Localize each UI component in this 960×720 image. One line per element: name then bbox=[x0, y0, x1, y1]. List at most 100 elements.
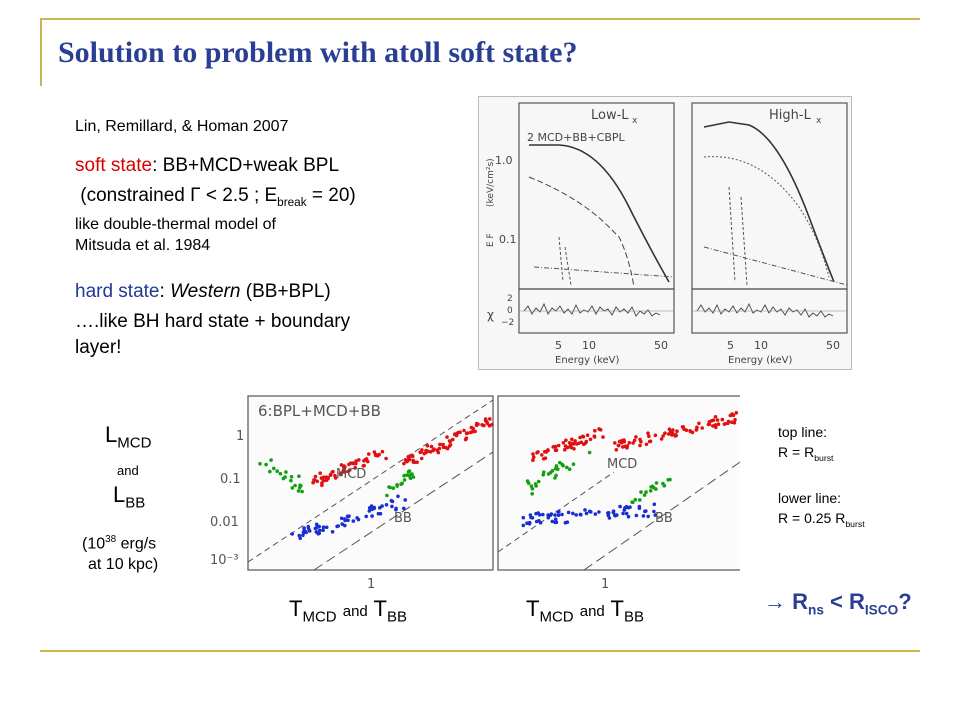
spectra-high-frame bbox=[691, 102, 848, 290]
spectra-x-tick-10-low: 10 bbox=[582, 339, 596, 352]
scatter-point bbox=[611, 509, 616, 513]
scatter-point bbox=[549, 512, 554, 516]
scatter-point bbox=[526, 481, 531, 485]
legend-top-eq: R = Rburst bbox=[778, 444, 834, 463]
lum-units-line2: at 10 kpc) bbox=[88, 556, 159, 573]
scatter-point bbox=[450, 437, 455, 442]
scatter-point bbox=[298, 536, 302, 541]
hard-state-line: hard state: Western (BB+BPL) bbox=[75, 281, 331, 302]
scatter-point bbox=[561, 463, 565, 468]
scatter-point bbox=[644, 442, 649, 447]
scatter-point bbox=[648, 489, 653, 493]
scatter-point bbox=[541, 473, 545, 477]
scatter-point bbox=[617, 439, 622, 444]
scatter-point bbox=[711, 418, 716, 422]
scatter-point bbox=[476, 422, 480, 426]
scatter-points bbox=[258, 411, 739, 541]
spectra-x-tick-5-low: 5 bbox=[555, 339, 562, 352]
scatter-point bbox=[307, 529, 312, 533]
scatter-point bbox=[318, 471, 322, 475]
scatter-point bbox=[402, 473, 406, 478]
high-bpl-component bbox=[703, 246, 848, 286]
soft-state-constraint: (constrained Γ < 2.5 ; Ebreak = 20) bbox=[75, 185, 356, 209]
scatter-point bbox=[614, 448, 619, 452]
scatter-point bbox=[646, 431, 650, 435]
scatter-bb-label-left: BB bbox=[394, 511, 412, 526]
scatter-point bbox=[521, 515, 526, 520]
scatter-point bbox=[321, 525, 326, 529]
scatter-point bbox=[713, 415, 718, 419]
scatter-point bbox=[272, 466, 276, 471]
scatter-point bbox=[315, 479, 319, 484]
scatter-point bbox=[575, 442, 579, 446]
scatter-point bbox=[654, 487, 658, 491]
scatter-point bbox=[346, 518, 350, 522]
scatter-point bbox=[638, 443, 642, 448]
scatter-point bbox=[278, 471, 283, 476]
soft-state-model: : BB+MCD+weak BPL bbox=[152, 155, 340, 176]
lbb-label: LBB bbox=[113, 482, 146, 512]
spectra-svg: Low-L x High-L x 2 MCD+BB+CBPL E F (keV/… bbox=[486, 102, 848, 366]
scatter-point bbox=[297, 474, 301, 478]
top-rule bbox=[40, 18, 920, 20]
scatter-point bbox=[390, 499, 395, 504]
scatter-point bbox=[572, 447, 576, 451]
soft-state-note-1: like double-thermal model of bbox=[75, 216, 276, 233]
scatter-point bbox=[438, 442, 442, 447]
scatter-point bbox=[372, 450, 377, 454]
high-lx-sub: x bbox=[816, 116, 822, 126]
scatter-left-frame bbox=[247, 395, 494, 571]
scatter-point bbox=[565, 520, 570, 524]
scatter-point bbox=[378, 506, 382, 510]
scatter-point bbox=[622, 439, 627, 444]
scatter-point bbox=[317, 531, 321, 536]
scatter-point bbox=[483, 418, 488, 423]
scatter-point bbox=[637, 504, 642, 509]
scatter-point bbox=[530, 516, 535, 520]
resid-tick-2: 0 bbox=[507, 306, 513, 316]
scatter-point bbox=[571, 511, 575, 516]
scatter-x-tick-left: 1 bbox=[367, 577, 375, 592]
caption-right: TMCD and TBB bbox=[526, 596, 644, 626]
scatter-point bbox=[341, 468, 346, 472]
soft-state-label: soft state bbox=[75, 155, 153, 176]
scatter-point bbox=[314, 522, 319, 527]
scatter-point bbox=[298, 483, 302, 488]
conclusion: → Rns < RISCO? bbox=[764, 589, 912, 618]
scatter-point bbox=[667, 427, 672, 431]
scatter-point bbox=[488, 417, 492, 421]
scatter-point bbox=[311, 480, 315, 485]
scatter-point bbox=[351, 461, 356, 466]
scatter-point bbox=[336, 524, 340, 528]
high-lx-label: High-L bbox=[769, 108, 812, 123]
scatter-point bbox=[593, 512, 598, 516]
scatter-point bbox=[357, 458, 361, 462]
scatter-point bbox=[431, 448, 435, 453]
scatter-point bbox=[585, 433, 590, 437]
low-mcd-component bbox=[528, 176, 635, 288]
spectra-y-units: (keV/cm²s) bbox=[486, 158, 496, 207]
scatter-point bbox=[385, 493, 389, 498]
scatter-panel-label: 6:BPL+MCD+BB bbox=[258, 402, 381, 420]
scatter-point bbox=[646, 514, 650, 519]
scatter-point bbox=[370, 514, 374, 518]
scatter-y-tick-4: 10⁻³ bbox=[210, 553, 239, 568]
scatter-point bbox=[553, 466, 558, 471]
scatter-point bbox=[534, 484, 538, 488]
scatter-point bbox=[556, 513, 561, 517]
scatter-point bbox=[733, 418, 737, 422]
scatter-point bbox=[289, 478, 293, 483]
scatter-point bbox=[302, 526, 306, 530]
scatter-point bbox=[627, 441, 632, 445]
scatter-point bbox=[622, 508, 627, 512]
scatter-point bbox=[544, 450, 549, 454]
citation: Lin, Remillard, & Homan 2007 bbox=[75, 118, 289, 135]
scatter-point bbox=[388, 485, 392, 490]
scatter-point bbox=[598, 428, 603, 432]
scatter-point bbox=[380, 449, 385, 454]
hard-state-label: hard state bbox=[75, 281, 160, 302]
spectra-y-axis-label: E F bbox=[486, 233, 496, 247]
scatter-point bbox=[552, 444, 556, 449]
scatter-point bbox=[402, 461, 406, 466]
scatter-point bbox=[269, 458, 273, 462]
